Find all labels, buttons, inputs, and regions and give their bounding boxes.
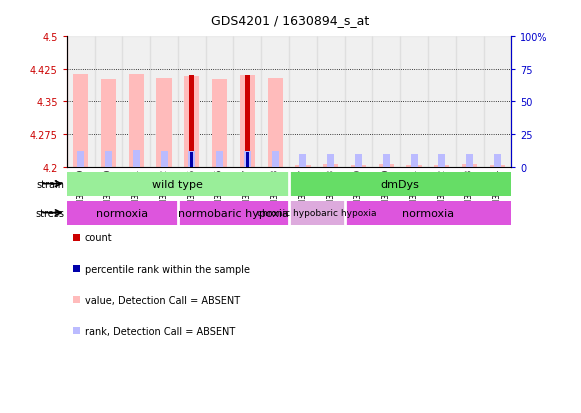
Bar — [67, 201, 178, 225]
Bar — [246, 152, 249, 167]
Bar — [411, 154, 418, 167]
Bar — [434, 166, 450, 167]
Bar — [456, 37, 483, 167]
Text: normoxia: normoxia — [96, 208, 148, 218]
Bar — [317, 37, 345, 167]
Text: chronic hypobaric hypoxia: chronic hypobaric hypoxia — [257, 209, 376, 218]
Bar — [178, 201, 289, 225]
Text: rank, Detection Call = ABSENT: rank, Detection Call = ABSENT — [85, 326, 235, 336]
Bar — [267, 79, 283, 167]
Bar — [272, 152, 279, 167]
Bar — [128, 75, 144, 167]
Bar — [295, 166, 311, 167]
Bar — [67, 172, 289, 196]
Bar — [289, 37, 317, 167]
Bar — [438, 154, 445, 167]
Text: wild type: wild type — [152, 179, 203, 189]
Bar — [77, 152, 84, 167]
Bar — [188, 152, 195, 167]
Bar — [372, 37, 400, 167]
Text: normobaric hypoxia: normobaric hypoxia — [178, 208, 289, 218]
Text: count: count — [85, 233, 112, 243]
Text: value, Detection Call = ABSENT: value, Detection Call = ABSENT — [85, 295, 240, 305]
Bar — [67, 37, 95, 167]
Bar — [101, 80, 116, 167]
Bar — [383, 154, 390, 167]
Bar — [234, 37, 261, 167]
Bar — [494, 154, 501, 167]
Text: GDS4201 / 1630894_s_at: GDS4201 / 1630894_s_at — [211, 14, 370, 27]
Bar — [355, 154, 362, 167]
Bar — [407, 166, 422, 167]
Bar — [123, 37, 150, 167]
Bar — [345, 201, 511, 225]
Bar — [245, 76, 250, 167]
Bar — [212, 80, 227, 167]
Text: stress: stress — [35, 208, 64, 218]
Bar — [323, 165, 338, 167]
Bar — [178, 37, 206, 167]
Bar — [428, 37, 456, 167]
Bar — [156, 78, 171, 167]
Text: percentile rank within the sample: percentile rank within the sample — [85, 264, 250, 274]
Bar — [206, 37, 234, 167]
Bar — [466, 154, 473, 167]
Bar — [379, 165, 394, 167]
Bar — [400, 37, 428, 167]
Bar — [299, 154, 306, 167]
Bar — [190, 152, 193, 167]
Text: dmDys: dmDys — [381, 179, 419, 189]
Bar — [261, 37, 289, 167]
Bar — [184, 77, 199, 167]
Bar — [73, 74, 88, 167]
Bar — [150, 37, 178, 167]
Bar — [345, 37, 372, 167]
Text: normoxia: normoxia — [402, 208, 454, 218]
Bar — [105, 152, 112, 167]
Bar — [483, 37, 511, 167]
Bar — [240, 76, 255, 167]
Bar — [289, 172, 511, 196]
Bar — [327, 154, 334, 167]
Bar — [189, 76, 194, 167]
Bar — [300, 166, 306, 167]
Bar — [490, 166, 505, 167]
Bar — [95, 37, 123, 167]
Bar — [216, 152, 223, 167]
Text: strain: strain — [36, 179, 64, 189]
Bar — [133, 150, 140, 167]
Bar — [244, 152, 251, 167]
Bar — [462, 165, 477, 167]
Bar — [289, 201, 345, 225]
Bar — [351, 166, 366, 167]
Bar — [160, 152, 167, 167]
